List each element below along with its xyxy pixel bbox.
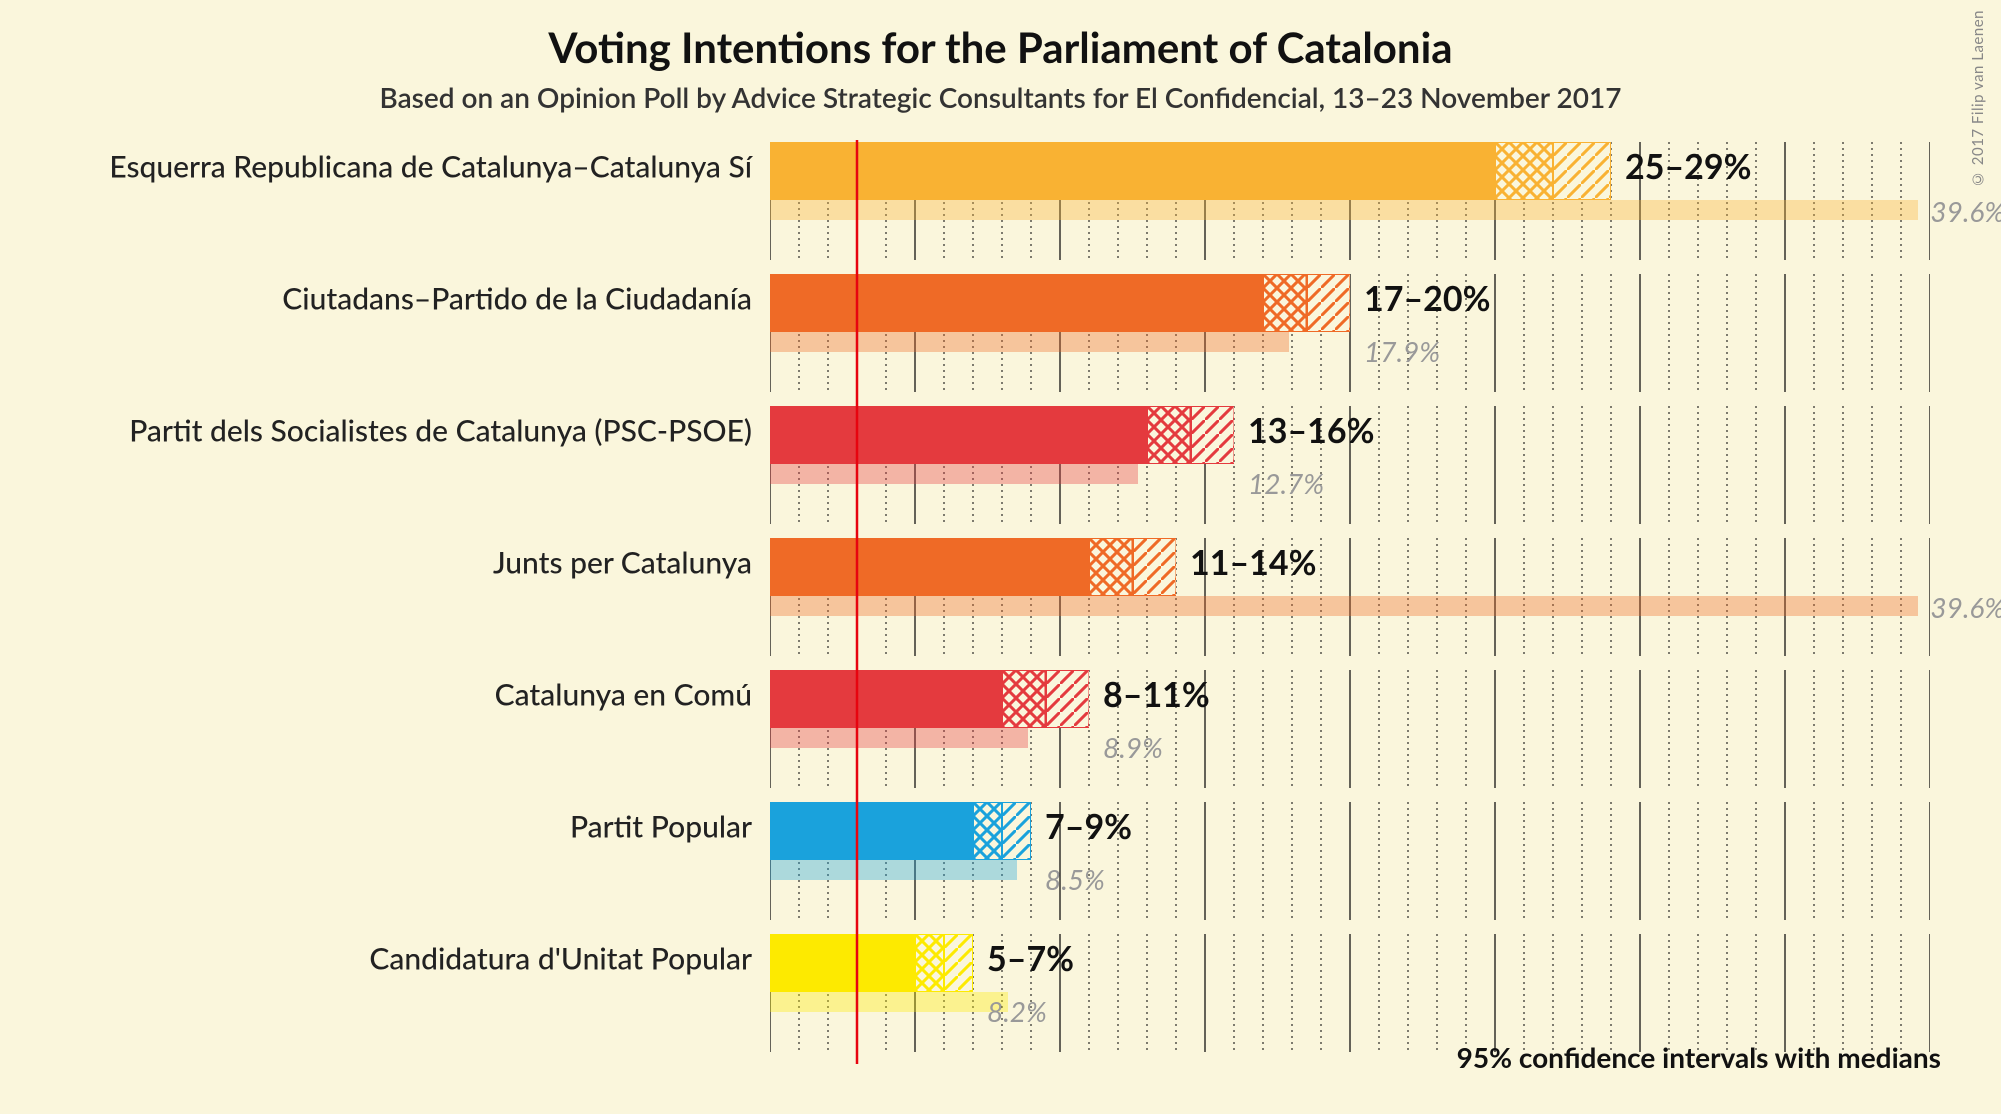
range-label: 11–14% xyxy=(1190,542,1316,583)
previous-result-label: 39.6% xyxy=(1930,194,2001,228)
party-row: Catalunya en Comú8–11%8.9% xyxy=(770,670,1930,748)
poll-bar xyxy=(770,538,1089,596)
party-row: Junts per Catalunya11–14%39.6% xyxy=(770,538,1930,616)
party-row: Partit dels Socialistes de Catalunya (PS… xyxy=(770,406,1930,484)
range-label: 7–9% xyxy=(1045,806,1132,847)
party-label: Esquerra Republicana de Catalunya–Catalu… xyxy=(109,149,770,185)
previous-result-bar xyxy=(770,200,1918,220)
ci-upper-segment xyxy=(944,934,973,992)
party-label: Candidatura d'Unitat Popular xyxy=(369,941,770,977)
poll-bar xyxy=(770,406,1147,464)
range-label: 13–16% xyxy=(1248,410,1374,451)
range-label: 5–7% xyxy=(987,938,1074,979)
ci-lower-segment xyxy=(915,934,944,992)
previous-result-label: 12.7% xyxy=(1248,466,1324,500)
chart-container: Voting Intentions for the Parliament of … xyxy=(0,0,2001,1114)
party-label: Ciutadans–Partido de la Ciudadanía xyxy=(282,281,770,317)
ci-upper-segment xyxy=(1191,406,1235,464)
previous-result-bar xyxy=(770,728,1028,748)
ci-lower-segment xyxy=(1147,406,1191,464)
party-row: Esquerra Republicana de Catalunya–Catalu… xyxy=(770,142,1930,220)
party-label: Catalunya en Comú xyxy=(495,677,770,713)
plot-area: Esquerra Republicana de Catalunya–Catalu… xyxy=(770,130,1930,1054)
ci-lower-segment xyxy=(1089,538,1133,596)
previous-result-bar xyxy=(770,332,1289,352)
ci-lower-segment xyxy=(1002,670,1046,728)
previous-result-bar xyxy=(770,992,1008,1012)
poll-bar xyxy=(770,802,973,860)
ci-lower-segment xyxy=(1495,142,1553,200)
party-label: Partit Popular xyxy=(570,809,770,845)
previous-result-label: 39.6% xyxy=(1930,590,2001,624)
poll-bar xyxy=(770,274,1263,332)
previous-result-bar xyxy=(770,596,1918,616)
copyright-text: © 2017 Filip van Laenen xyxy=(1969,10,1987,188)
previous-result-bar xyxy=(770,464,1138,484)
ci-lower-segment xyxy=(1263,274,1307,332)
previous-result-bar xyxy=(770,860,1017,880)
ci-upper-segment xyxy=(1046,670,1090,728)
poll-bar xyxy=(770,670,1002,728)
chart-title: Voting Intentions for the Parliament of … xyxy=(0,0,2001,72)
ci-upper-segment xyxy=(1002,802,1031,860)
poll-bar xyxy=(770,142,1495,200)
range-label: 17–20% xyxy=(1364,278,1490,319)
ci-lower-segment xyxy=(973,802,1002,860)
party-row: Candidatura d'Unitat Popular5–7%8.2% xyxy=(770,934,1930,1012)
party-label: Partit dels Socialistes de Catalunya (PS… xyxy=(129,413,770,449)
range-label: 8–11% xyxy=(1103,674,1210,715)
poll-bar xyxy=(770,934,915,992)
chart-subtitle: Based on an Opinion Poll by Advice Strat… xyxy=(0,72,2001,114)
ci-upper-segment xyxy=(1307,274,1351,332)
previous-result-label: 8.5% xyxy=(1045,862,1105,896)
previous-result-label: 17.9% xyxy=(1364,334,1440,368)
previous-result-label: 8.9% xyxy=(1103,730,1163,764)
party-row: Partit Popular7–9%8.5% xyxy=(770,802,1930,880)
party-label: Junts per Catalunya xyxy=(493,545,770,581)
previous-result-label: 8.2% xyxy=(987,994,1047,1028)
party-row: Ciutadans–Partido de la Ciudadanía17–20%… xyxy=(770,274,1930,352)
ci-upper-segment xyxy=(1133,538,1177,596)
ci-upper-segment xyxy=(1553,142,1611,200)
range-label: 25–29% xyxy=(1625,146,1751,187)
